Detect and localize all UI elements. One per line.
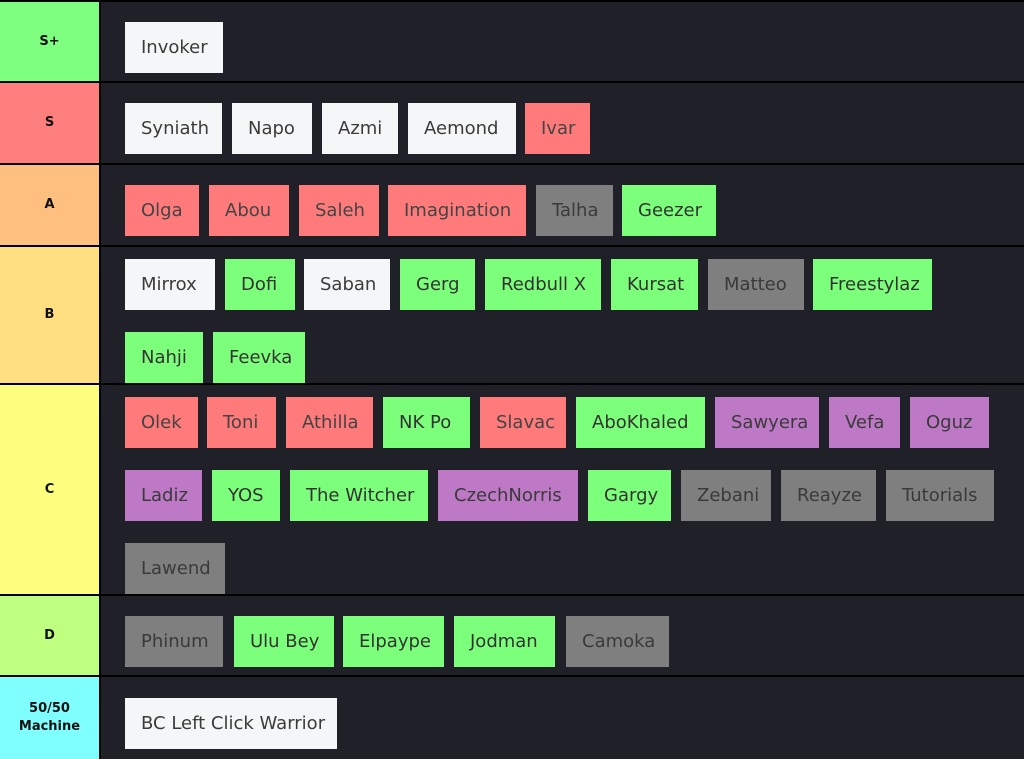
tier-item[interactable]: Feevka bbox=[213, 332, 305, 383]
tier-item[interactable]: Olek bbox=[125, 397, 198, 448]
tier-item[interactable]: Nahji bbox=[125, 332, 203, 383]
tier-item[interactable]: Azmi bbox=[322, 103, 398, 154]
tier-label-d: D bbox=[0, 596, 99, 675]
tier-item[interactable]: Aemond bbox=[408, 103, 516, 154]
tier-items-s-plus: Invoker bbox=[101, 2, 1024, 81]
tier-item[interactable]: Reayze bbox=[781, 470, 876, 521]
tier-item[interactable]: Sawyera bbox=[715, 397, 819, 448]
tier-items-d: Phinum Ulu Bey Elpaype Jodman Camoka bbox=[101, 596, 1024, 675]
tier-item[interactable]: Camoka bbox=[566, 616, 669, 667]
tier-item[interactable]: Kursat bbox=[611, 259, 698, 310]
tier-item[interactable]: Olga bbox=[125, 185, 199, 236]
tier-label-50-50-machine: 50/50 Machine bbox=[0, 677, 99, 759]
tier-item[interactable]: Redbull X bbox=[485, 259, 601, 310]
tier-item[interactable]: Saleh bbox=[299, 185, 379, 236]
tier-item[interactable]: Freestylaz bbox=[813, 259, 932, 310]
tier-items-50-50-machine: BC Left Click Warrior bbox=[101, 677, 1024, 759]
tier-item[interactable]: Gargy bbox=[588, 470, 671, 521]
tier-label-s-plus: S+ bbox=[0, 2, 99, 81]
tier-item[interactable]: Ulu Bey bbox=[234, 616, 334, 667]
tier-row-50-50-machine: 50/50 Machine BC Left Click Warrior bbox=[0, 677, 1024, 759]
tier-item[interactable]: Athilla bbox=[286, 397, 373, 448]
tier-item[interactable]: CzechNorris bbox=[438, 470, 578, 521]
tier-item[interactable]: Elpaype bbox=[343, 616, 444, 667]
tier-items-c: Olek Toni Athilla NK Po Slavac AboKhaled… bbox=[101, 385, 1024, 594]
tier-label-s: S bbox=[0, 83, 99, 163]
tier-item[interactable]: Zebani bbox=[681, 470, 771, 521]
tier-row-s-plus: S+ Invoker bbox=[0, 2, 1024, 81]
tier-row-b: B Mirrox Dofi Saban Gerg Redbull X Kursa… bbox=[0, 247, 1024, 383]
tier-items-a: Olga Abou Saleh Imagination Talha Geezer bbox=[101, 165, 1024, 245]
tier-item[interactable]: Dofi bbox=[225, 259, 295, 310]
tier-item[interactable]: Lawend bbox=[125, 543, 225, 594]
tier-item[interactable]: Mirrox bbox=[125, 259, 215, 310]
tier-row-c: C Olek Toni Athilla NK Po Slavac AboKhal… bbox=[0, 385, 1024, 594]
tier-item[interactable]: Jodman bbox=[454, 616, 555, 667]
tier-item[interactable]: Tutorials bbox=[886, 470, 994, 521]
tier-item[interactable]: Ivar bbox=[525, 103, 590, 154]
tier-item[interactable]: Talha bbox=[536, 185, 613, 236]
tier-item[interactable]: Syniath bbox=[125, 103, 222, 154]
tier-row-s: S Syniath Napo Azmi Aemond Ivar bbox=[0, 83, 1024, 163]
tier-item[interactable]: YOS bbox=[212, 470, 280, 521]
tier-item[interactable]: Imagination bbox=[388, 185, 526, 236]
tier-label-c: C bbox=[0, 385, 99, 594]
tier-label-b: B bbox=[0, 247, 99, 383]
tier-item[interactable]: Geezer bbox=[622, 185, 716, 236]
tier-item[interactable]: Oguz bbox=[910, 397, 989, 448]
tier-item[interactable]: Ladiz bbox=[125, 470, 202, 521]
tier-item[interactable]: BC Left Click Warrior bbox=[125, 698, 337, 749]
tier-items-s: Syniath Napo Azmi Aemond Ivar bbox=[101, 83, 1024, 163]
tier-item[interactable]: Saban bbox=[304, 259, 390, 310]
tier-item[interactable]: Abou bbox=[209, 185, 289, 236]
tier-item[interactable]: Napo bbox=[232, 103, 312, 154]
tier-item[interactable]: Gerg bbox=[400, 259, 475, 310]
tier-row-a: A Olga Abou Saleh Imagination Talha Geez… bbox=[0, 165, 1024, 245]
tier-item[interactable]: Invoker bbox=[125, 22, 223, 73]
tier-label-a: A bbox=[0, 165, 99, 245]
tier-item[interactable]: Toni bbox=[207, 397, 276, 448]
tier-item[interactable]: AboKhaled bbox=[576, 397, 705, 448]
tier-item[interactable]: Phinum bbox=[125, 616, 223, 667]
tier-row-d: D Phinum Ulu Bey Elpaype Jodman Camoka bbox=[0, 596, 1024, 675]
tier-items-b: Mirrox Dofi Saban Gerg Redbull X Kursat … bbox=[101, 247, 1024, 383]
tier-item[interactable]: Vefa bbox=[829, 397, 900, 448]
tier-item[interactable]: The Witcher bbox=[290, 470, 428, 521]
tier-item[interactable]: Slavac bbox=[480, 397, 566, 448]
tier-item[interactable]: Matteo bbox=[708, 259, 804, 310]
tier-item[interactable]: NK Po bbox=[383, 397, 470, 448]
